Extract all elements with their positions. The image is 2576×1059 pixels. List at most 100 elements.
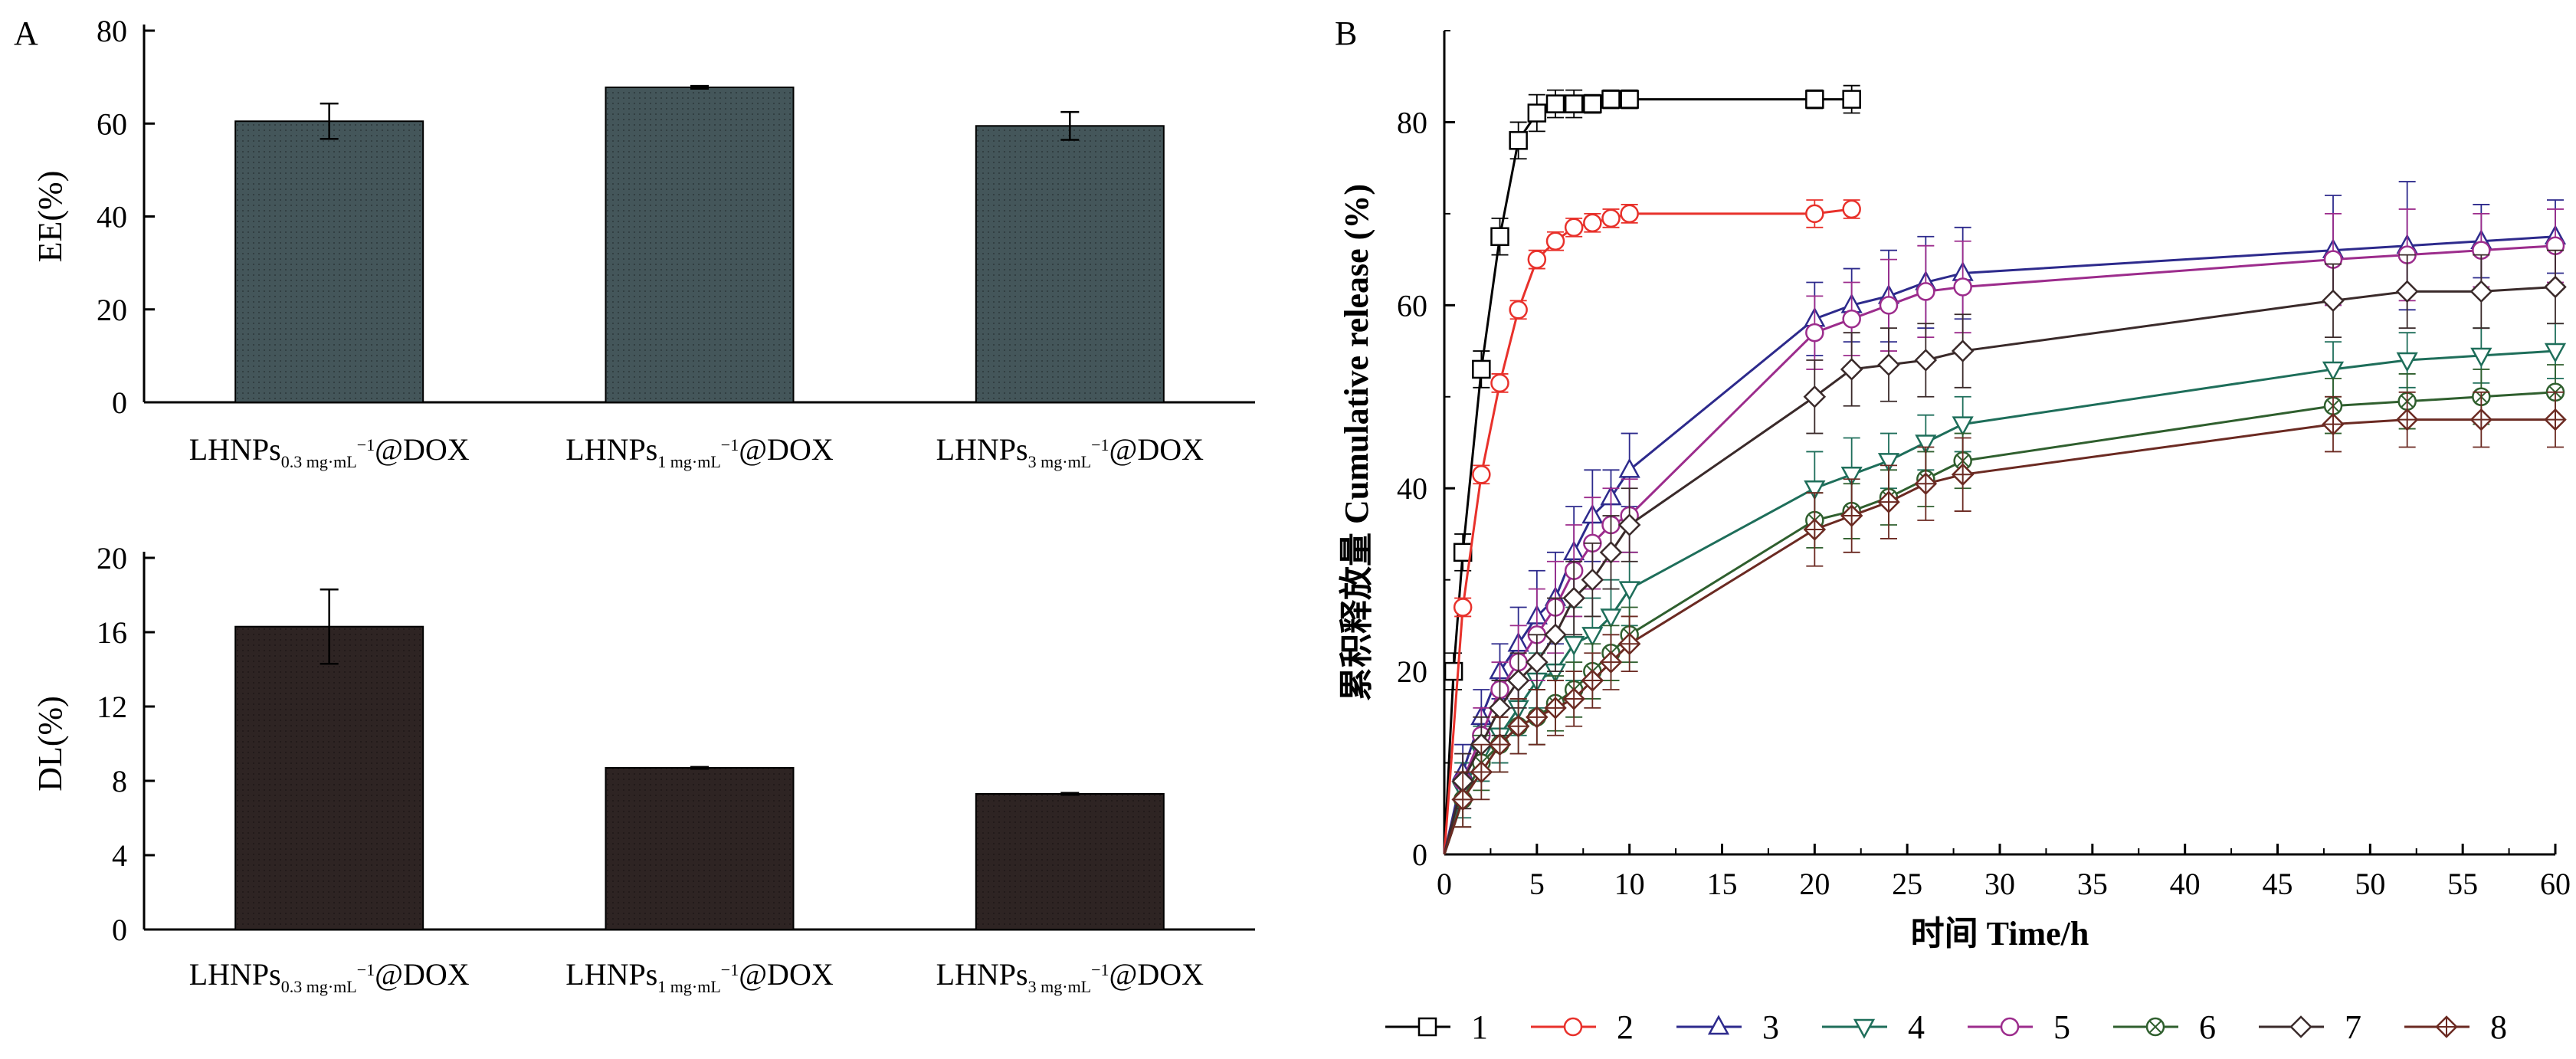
data-point-mark xyxy=(2397,409,2417,430)
data-point xyxy=(1564,94,1584,113)
y-axis-label: DL(%) xyxy=(31,696,69,792)
data-point-mark xyxy=(1841,506,1862,526)
data-point xyxy=(1620,90,1639,109)
x-tick-label: 60 xyxy=(2540,867,2571,901)
category-label-suffix: @DOX xyxy=(375,957,470,992)
data-point xyxy=(1599,541,1623,564)
data-point xyxy=(1840,467,1863,487)
bar xyxy=(234,120,424,403)
data-point-mark xyxy=(1879,492,1899,513)
data-point xyxy=(1488,697,1512,720)
category-label-sup: −1 xyxy=(721,435,739,454)
legend-item-3: 3 xyxy=(1676,1008,1779,1046)
data-point xyxy=(1472,359,1491,379)
legend-label: 4 xyxy=(1908,1008,1925,1046)
data-point xyxy=(2544,275,2567,299)
legend-label: 5 xyxy=(2053,1008,2070,1046)
category-label-suffix: @DOX xyxy=(1109,957,1204,992)
data-point xyxy=(2322,361,2345,382)
data-point-mark xyxy=(1582,670,1603,691)
y-tick-label: 0 xyxy=(112,913,127,947)
y-tick-label: 80 xyxy=(97,14,127,48)
category-label-main: LHNPs xyxy=(189,432,281,467)
data-point-mark xyxy=(2545,409,2565,430)
x-tick-label: 50 xyxy=(2355,867,2385,901)
data-point xyxy=(1915,434,1937,455)
data-point-mark xyxy=(1916,474,1936,494)
x-tick-label: 20 xyxy=(1799,867,1830,901)
legend-item-8: 8 xyxy=(2404,1008,2507,1046)
data-point xyxy=(2544,343,2567,363)
data-point xyxy=(1951,339,1975,362)
y-tick-label: 80 xyxy=(1397,105,1427,139)
y-axis-label: 累积释放量 Cumulative release (%) xyxy=(1338,184,1375,701)
y-tick-label: 20 xyxy=(1397,654,1427,689)
y-tick-label: 20 xyxy=(97,293,127,327)
data-point xyxy=(1853,1018,1876,1039)
x-tick-label: 5 xyxy=(1529,867,1545,901)
data-point xyxy=(1952,416,1974,437)
category-label: LHNPs3 mg·mL−1@DOX xyxy=(936,432,1204,471)
bar xyxy=(605,767,795,931)
x-tick-label: 55 xyxy=(2447,867,2478,901)
data-point xyxy=(1527,103,1547,123)
data-point-mark xyxy=(1471,762,1492,782)
data-point xyxy=(1563,1017,1583,1037)
data-point xyxy=(1527,250,1547,269)
category-label-sup: −1 xyxy=(1091,435,1109,454)
data-point xyxy=(2396,352,2418,372)
data-point xyxy=(1490,227,1509,246)
y-tick-label: 40 xyxy=(1397,471,1427,506)
data-point xyxy=(1601,208,1621,228)
data-point xyxy=(1472,465,1491,484)
y-tick-label: 60 xyxy=(1397,288,1427,323)
legend-item-7: 7 xyxy=(2259,1008,2361,1046)
x-tick-label: 0 xyxy=(1437,867,1452,901)
data-point xyxy=(1509,300,1528,320)
data-point xyxy=(1417,1017,1437,1037)
bar xyxy=(234,625,424,930)
data-point xyxy=(1601,90,1621,109)
data-point xyxy=(1581,568,1604,592)
data-point xyxy=(1877,353,1900,376)
data-point xyxy=(2470,347,2492,368)
data-point-mark xyxy=(2149,1021,2161,1033)
data-point xyxy=(1805,204,1824,224)
data-point xyxy=(1581,627,1604,647)
legend-item-5: 5 xyxy=(1968,1008,2070,1046)
category-label-suffix: @DOX xyxy=(739,432,834,467)
category-label: LHNPs0.3 mg·mL−1@DOX xyxy=(189,957,470,996)
category-label: LHNPs3 mg·mL−1@DOX xyxy=(936,957,1204,996)
category-label-sup: −1 xyxy=(357,435,375,454)
y-tick-label: 12 xyxy=(97,690,127,724)
x-tick-label: 10 xyxy=(1614,867,1645,901)
data-point xyxy=(1562,586,1585,610)
legend-item-4: 4 xyxy=(1822,1008,1925,1046)
data-point xyxy=(1618,457,1640,478)
bar xyxy=(605,86,795,404)
data-point xyxy=(1879,296,1899,315)
legend-label: 8 xyxy=(2490,1008,2507,1046)
data-point xyxy=(1877,453,1900,473)
series-1 xyxy=(1443,84,1861,855)
y-tick-label: 8 xyxy=(112,764,127,798)
category-label-main: LHNPs xyxy=(565,432,657,467)
category-label-sub: 1 mg·mL xyxy=(657,452,721,471)
data-point xyxy=(1914,349,1938,372)
x-tick-label: 30 xyxy=(1984,867,2015,901)
y-tick-label: 0 xyxy=(112,385,127,420)
data-point-mark xyxy=(1601,652,1621,673)
y-tick-label: 60 xyxy=(97,107,127,141)
data-point-mark xyxy=(1564,688,1585,709)
category-label-suffix: @DOX xyxy=(739,957,834,992)
release-legend: 1 2 3 4 5 6 7 8 xyxy=(1385,1008,2507,1046)
legend-item-2: 2 xyxy=(1531,1008,1634,1046)
category-label-main: LHNPs xyxy=(936,432,1028,467)
category-label-main: LHNPs xyxy=(936,957,1028,992)
bar xyxy=(975,792,1165,930)
series-8 xyxy=(1443,391,2567,855)
data-point xyxy=(1506,669,1530,692)
data-point-mark xyxy=(1508,716,1529,736)
x-tick-label: 45 xyxy=(2263,867,2293,901)
data-point xyxy=(1490,373,1509,393)
